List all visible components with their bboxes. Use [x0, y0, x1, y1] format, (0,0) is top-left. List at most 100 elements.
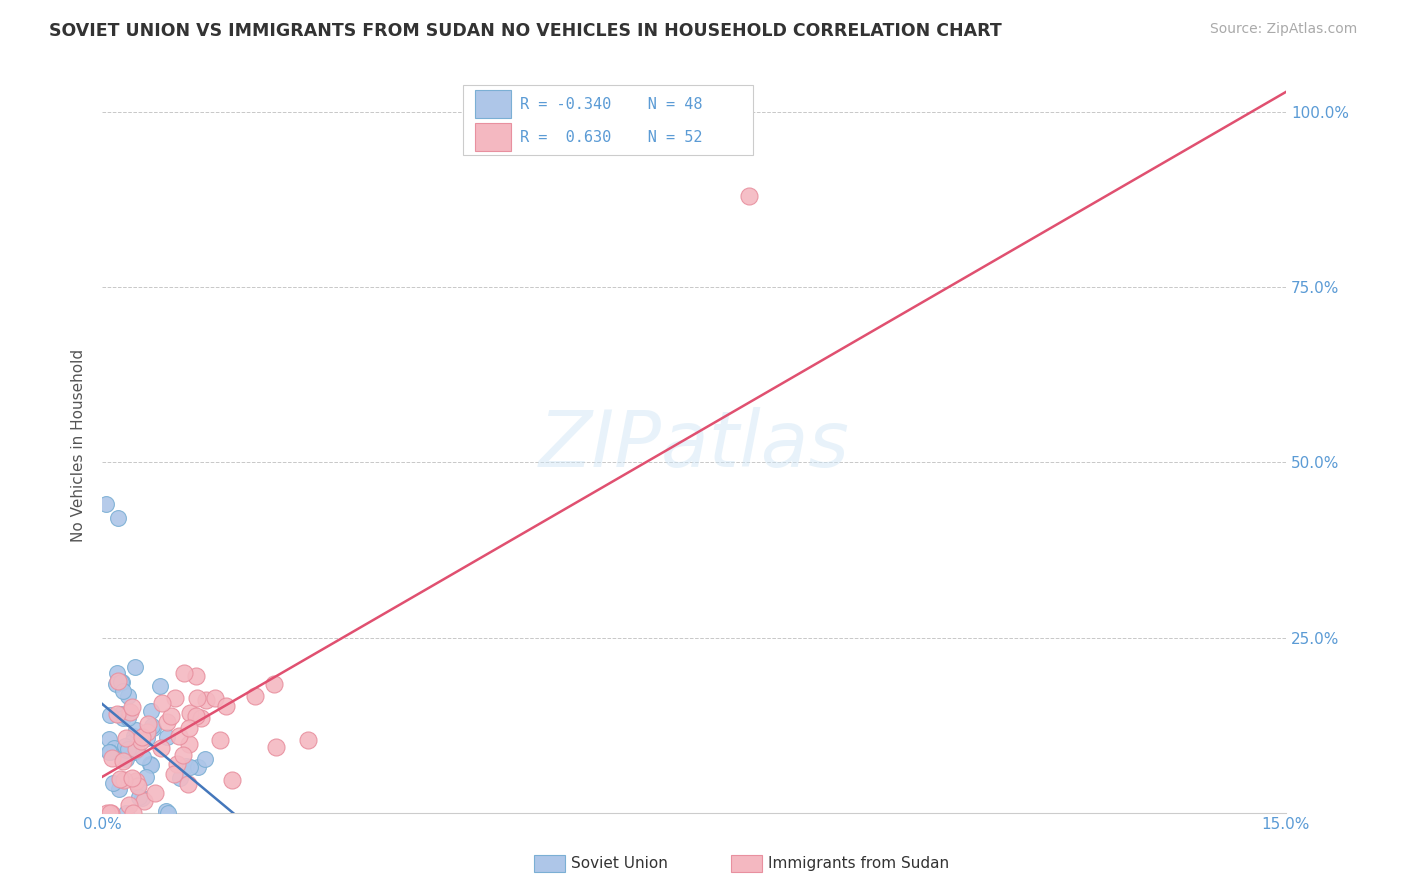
Point — [118, 797, 141, 812]
Point — [110, 675, 132, 690]
Point — [129, 734, 152, 748]
Point — [121, 771, 143, 785]
Point — [122, 745, 145, 759]
Point — [114, 805, 136, 820]
Point — [184, 669, 207, 683]
Point — [169, 771, 191, 785]
Point — [264, 739, 287, 754]
FancyBboxPatch shape — [463, 85, 754, 154]
Point — [166, 757, 188, 772]
Point — [215, 698, 238, 713]
Point — [97, 732, 120, 747]
Point — [127, 778, 149, 792]
Point — [105, 666, 128, 681]
Point — [141, 758, 163, 772]
Point — [194, 751, 217, 765]
Point — [141, 719, 163, 733]
Text: R =  0.630    N = 52: R = 0.630 N = 52 — [520, 129, 703, 145]
Point — [96, 805, 118, 820]
Point — [117, 689, 139, 703]
Point — [738, 189, 761, 203]
Point — [115, 731, 138, 745]
Point — [121, 700, 143, 714]
Point — [98, 745, 121, 759]
Point — [186, 690, 208, 705]
Text: Source: ZipAtlas.com: Source: ZipAtlas.com — [1209, 22, 1357, 37]
Point — [190, 711, 212, 725]
Point — [186, 709, 208, 723]
Point — [297, 732, 319, 747]
Point — [132, 750, 155, 764]
Point — [107, 673, 129, 688]
Point — [115, 752, 138, 766]
Point — [100, 805, 122, 820]
Point — [187, 760, 209, 774]
Point — [131, 730, 153, 744]
Point — [97, 745, 120, 759]
Point — [98, 805, 121, 820]
Point — [96, 498, 118, 512]
Point — [135, 770, 157, 784]
Text: SOVIET UNION VS IMMIGRANTS FROM SUDAN NO VEHICLES IN HOUSEHOLD CORRELATION CHART: SOVIET UNION VS IMMIGRANTS FROM SUDAN NO… — [49, 22, 1002, 40]
FancyBboxPatch shape — [475, 90, 510, 119]
Point — [112, 772, 135, 787]
FancyBboxPatch shape — [475, 123, 510, 151]
Point — [138, 757, 160, 772]
Point — [115, 743, 138, 757]
Point — [132, 794, 155, 808]
Point — [165, 691, 187, 706]
Point — [117, 742, 139, 756]
Point — [122, 729, 145, 743]
Point — [120, 705, 142, 719]
Point — [110, 772, 132, 786]
Point — [112, 754, 135, 768]
Point — [98, 708, 121, 723]
Point — [103, 741, 125, 756]
Text: Immigrants from Sudan: Immigrants from Sudan — [768, 856, 949, 871]
Point — [179, 760, 201, 774]
Point — [114, 739, 136, 753]
Point — [177, 737, 200, 751]
Point — [105, 707, 128, 722]
Point — [143, 786, 166, 800]
Point — [124, 741, 146, 756]
Point — [194, 693, 217, 707]
Point — [131, 791, 153, 805]
Point — [112, 684, 135, 698]
Y-axis label: No Vehicles in Household: No Vehicles in Household — [72, 349, 86, 541]
Point — [204, 690, 226, 705]
Text: Soviet Union: Soviet Union — [571, 856, 668, 871]
Point — [110, 674, 132, 689]
Point — [177, 777, 200, 791]
Point — [179, 706, 201, 720]
Point — [110, 707, 132, 722]
Point — [177, 721, 200, 735]
Point — [128, 789, 150, 804]
Point — [107, 511, 129, 525]
Point — [174, 759, 197, 773]
Point — [160, 708, 183, 723]
Point — [117, 711, 139, 725]
Point — [173, 666, 195, 681]
Point — [125, 723, 148, 737]
Point — [167, 729, 190, 743]
Text: R = -0.340    N = 48: R = -0.340 N = 48 — [520, 97, 703, 112]
Point — [121, 735, 143, 749]
Point — [162, 766, 184, 780]
Text: ZIPatlas: ZIPatlas — [538, 407, 849, 483]
Point — [149, 741, 172, 756]
Point — [149, 679, 172, 693]
Point — [125, 774, 148, 789]
Point — [209, 733, 232, 747]
Point — [111, 711, 134, 725]
Point — [135, 731, 157, 746]
Point — [245, 689, 267, 703]
Point — [150, 697, 173, 711]
Point — [105, 677, 128, 691]
Point — [101, 776, 124, 790]
Point — [172, 748, 194, 763]
Point — [142, 721, 165, 735]
Point — [139, 705, 162, 719]
Point — [221, 773, 243, 788]
Point — [136, 717, 159, 731]
